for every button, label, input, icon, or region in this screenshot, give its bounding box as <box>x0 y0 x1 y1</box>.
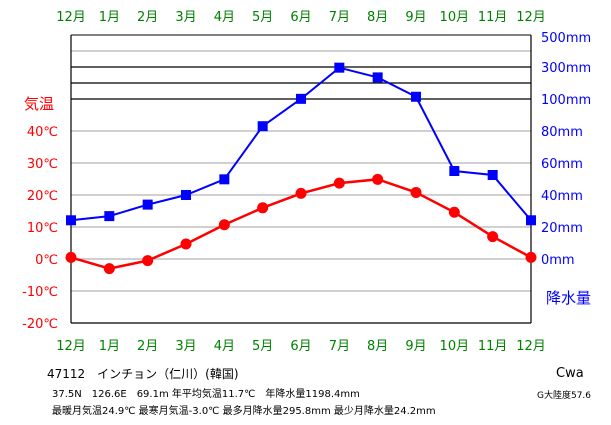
climate-classification: Cwa <box>556 366 584 381</box>
precipitation-tick-label: 60mm <box>541 157 583 172</box>
month-label-top: 12月 <box>56 10 86 25</box>
precipitation-tick-label: 500mm <box>541 31 591 46</box>
month-label-top: 11月 <box>478 10 508 25</box>
precipitation-marker <box>487 170 498 180</box>
month-label-top: 8月 <box>367 10 388 25</box>
precipitation-marker <box>219 174 230 185</box>
temperature-marker <box>448 206 460 218</box>
precipitation-tick-label: 300mm <box>541 61 591 76</box>
temperature-tick-label: 10℃ <box>27 221 58 236</box>
grid-layer <box>71 34 531 292</box>
temperature-tick-label: 30℃ <box>27 157 58 172</box>
temperature-marker <box>103 263 115 275</box>
temperature-marker <box>333 177 345 189</box>
month-label-bottom: 12月 <box>516 339 546 354</box>
month-label-bottom: 4月 <box>214 339 235 354</box>
precipitation-marker <box>296 93 306 104</box>
month-label-bottom: 3月 <box>175 339 196 354</box>
month-label-top: 6月 <box>290 10 311 25</box>
precipitation-axis-label: 降水量 <box>546 289 591 307</box>
month-label-top: 10月 <box>440 10 470 25</box>
station-title: 47112 インチョン（仁川）(韓国) <box>47 367 239 381</box>
month-label-top: 1月 <box>99 10 120 25</box>
month-label-bottom: 1月 <box>99 339 120 354</box>
precipitation-marker <box>257 121 268 132</box>
month-label-top: 5月 <box>252 10 273 25</box>
temperature-tick-label: -10℃ <box>22 285 58 300</box>
month-label-bottom: 5月 <box>252 339 273 354</box>
continentality-index: G大陸度57.6 <box>537 391 592 401</box>
month-label-top: 7月 <box>329 10 350 25</box>
station-stats-line-2: 最暖月気温24.9℃ 最寒月気温-3.0℃ 最多月降水量295.8mm 最少月降… <box>52 406 436 417</box>
precipitation-marker <box>372 72 383 83</box>
month-label-bottom: 8月 <box>367 339 388 354</box>
precipitation-marker <box>142 199 153 210</box>
precipitation-tick-label: 100mm <box>541 93 591 108</box>
month-label-bottom: 9月 <box>405 339 426 354</box>
temperature-marker <box>218 219 230 231</box>
precipitation-tick-label: 20mm <box>541 221 583 236</box>
precipitation-marker <box>66 215 76 226</box>
precipitation-marker <box>449 166 460 176</box>
temperature-marker <box>410 186 422 198</box>
station-stats-line-1: 37.5N 126.6E 69.1m 年平均気温11.7℃ 年降水量1198.4… <box>52 389 360 400</box>
month-label-bottom: 7月 <box>329 339 350 354</box>
precipitation-marker <box>104 211 115 222</box>
precipitation-tick-label: 80mm <box>541 125 583 140</box>
temperature-tick-label: 0℃ <box>35 253 58 268</box>
temperature-marker <box>142 255 154 267</box>
month-label-top: 12月 <box>516 10 546 25</box>
temperature-axis-label: 気温 <box>24 95 54 113</box>
precipitation-marker <box>181 190 191 200</box>
precipitation-marker <box>334 62 345 73</box>
month-label-top: 9月 <box>405 10 426 25</box>
temperature-tick-label: 40℃ <box>27 125 58 140</box>
month-label-bottom: 11月 <box>478 339 508 354</box>
axis-layer <box>70 35 532 324</box>
month-label-bottom: 2月 <box>137 339 158 354</box>
temperature-marker <box>487 231 499 243</box>
series-layer <box>65 62 537 275</box>
precipitation-marker <box>411 91 421 102</box>
temperature-tick-label: 20℃ <box>27 189 58 204</box>
label-layer: 12月 1月 2月 3月 4月 5月 6月 7月 8月 9月 10月 11月 12月 12月 1月 2月 3月 4… <box>22 10 591 354</box>
month-label-top: 3月 <box>175 10 196 25</box>
month-label-bottom: 10月 <box>440 339 470 354</box>
temperature-marker <box>180 238 192 250</box>
temperature-marker <box>372 173 384 185</box>
temperature-marker <box>65 251 77 263</box>
temperature-tick-label: -20℃ <box>22 317 58 332</box>
month-label-top: 4月 <box>214 10 235 25</box>
month-label-bottom: 12月 <box>56 339 86 354</box>
temperature-marker <box>295 187 307 199</box>
precipitation-marker <box>526 215 536 226</box>
temperature-marker <box>257 202 269 214</box>
precipitation-tick-label: 40mm <box>541 189 583 204</box>
month-label-bottom: 6月 <box>290 339 311 354</box>
temperature-marker <box>525 251 537 263</box>
precipitation-tick-label: 0mm <box>541 253 575 268</box>
month-label-top: 2月 <box>137 10 158 25</box>
